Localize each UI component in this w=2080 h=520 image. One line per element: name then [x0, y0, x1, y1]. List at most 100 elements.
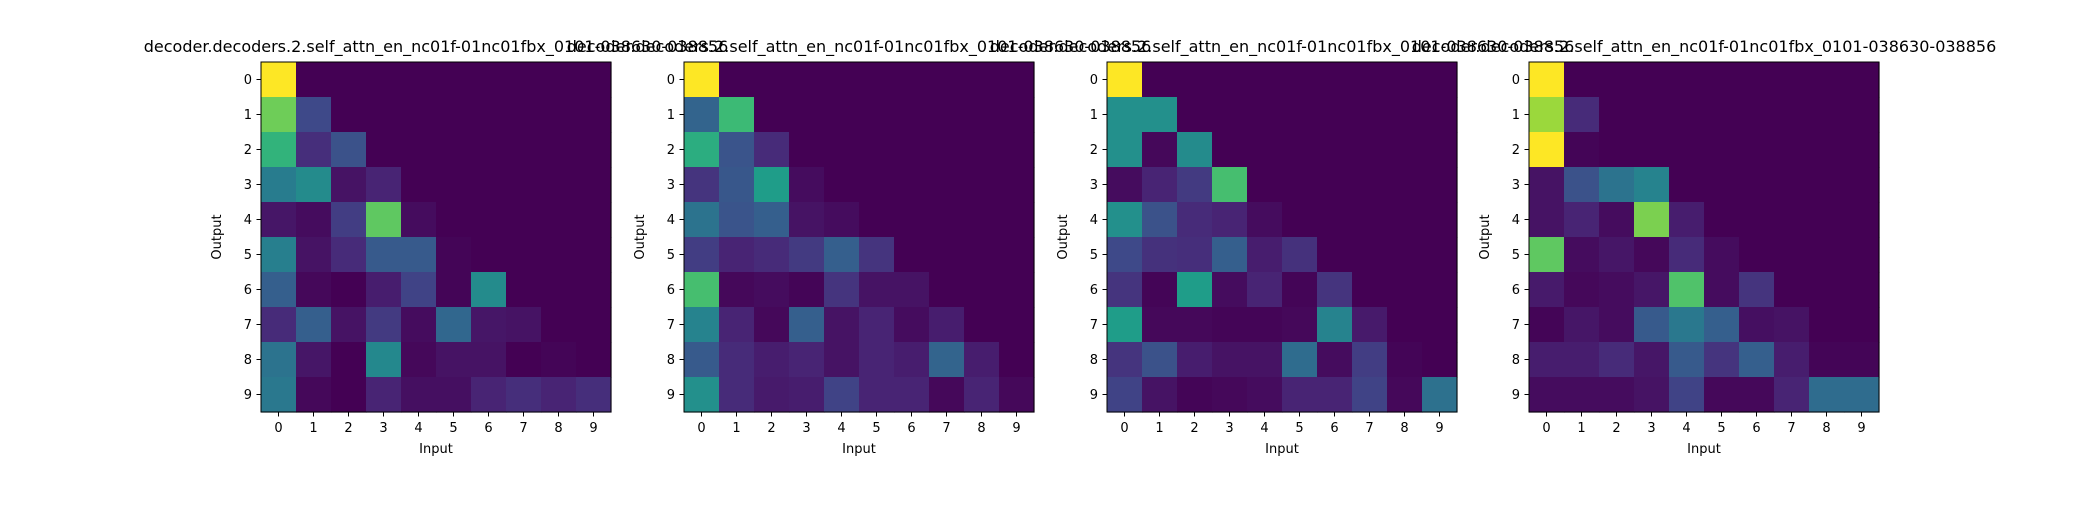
- heatmap-cell-r4-c3: [1634, 202, 1670, 238]
- heatmap-cell-r8-c2: [754, 342, 790, 378]
- heatmap-cell-r0-c1: [296, 62, 332, 98]
- heatmap-cell-r9-c4: [1669, 377, 1705, 413]
- heatmap-cell-r2-c4: [1247, 132, 1283, 168]
- heatmap-cell-r5-c9: [1422, 237, 1458, 273]
- heatmap-cell-r0-c7: [929, 62, 965, 98]
- heatmap-cell-r0-c5: [1704, 62, 1740, 98]
- heatmap-cell-r0-c4: [824, 62, 860, 98]
- heatmap-cell-r7-c9: [1844, 307, 1880, 343]
- heatmap-cell-r2-c4: [401, 132, 437, 168]
- heatmap-cell-r6-c9: [1422, 272, 1458, 308]
- heatmap-cell-r2-c0: [1529, 132, 1565, 168]
- heatmap-cell-r3-c3: [1212, 167, 1248, 203]
- heatmap-panel-4: decoder.decoders.2.self_attn_en_nc01f-01…: [1412, 37, 1997, 457]
- heatmap-cell-r8-c0: [1107, 342, 1143, 378]
- heatmap-cell-r5-c5: [1282, 237, 1318, 273]
- heatmap-cell-r5-c4: [1669, 237, 1705, 273]
- heatmap-cell-r6-c5: [436, 272, 472, 308]
- heatmap-cell-r1-c8: [1809, 97, 1845, 133]
- heatmap-cell-r5-c2: [331, 237, 367, 273]
- heatmap-cell-r9-c0: [261, 377, 297, 413]
- heatmap-cell-r4-c1: [1564, 202, 1600, 238]
- heatmap-cell-r8-c6: [471, 342, 507, 378]
- heatmap-cell-r6-c9: [999, 272, 1035, 308]
- heatmap-cell-r6-c3: [1212, 272, 1248, 308]
- heatmap-cell-r1-c8: [964, 97, 1000, 133]
- heatmap-cell-r3-c2: [1599, 167, 1635, 203]
- heatmap-cell-r8-c9: [576, 342, 612, 378]
- heatmap-cell-r6-c8: [1387, 272, 1423, 308]
- heatmap-cell-r7-c2: [1599, 307, 1635, 343]
- heatmap-cell-r3-c5: [436, 167, 472, 203]
- heatmap-cell-r1-c9: [999, 97, 1035, 133]
- x-tick-label: 6: [1752, 421, 1760, 436]
- heatmap-cell-r1-c6: [1739, 97, 1775, 133]
- y-tick-label: 9: [244, 388, 252, 403]
- heatmap-cell-r4-c7: [1774, 202, 1810, 238]
- x-axis-label: Input: [1265, 442, 1299, 457]
- heatmap-cell-r7-c5: [1704, 307, 1740, 343]
- heatmap-cell-r9-c9: [1422, 377, 1458, 413]
- heatmap-cell-r3-c7: [1774, 167, 1810, 203]
- heatmap-cell-r4-c5: [859, 202, 895, 238]
- heatmap-cell-r8-c9: [1422, 342, 1458, 378]
- heatmap-cell-r1-c3: [1212, 97, 1248, 133]
- heatmap-cell-r5-c8: [541, 237, 577, 273]
- heatmap-cell-r1-c9: [1422, 97, 1458, 133]
- x-axis-label: Input: [842, 442, 876, 457]
- axes-frame: [683, 61, 1035, 413]
- x-tick-label: 1: [309, 421, 317, 436]
- heatmap-cell-r0-c4: [401, 62, 437, 98]
- heatmap-cell-r8-c5: [859, 342, 895, 378]
- heatmap-cell-r6-c0: [1529, 272, 1565, 308]
- heatmap-cell-r7-c1: [1564, 307, 1600, 343]
- heatmap-cell-r1-c6: [894, 97, 930, 133]
- heatmap-cell-r3-c3: [366, 167, 402, 203]
- y-tick-label: 4: [667, 213, 675, 228]
- heatmap-cell-r3-c9: [576, 167, 612, 203]
- heatmap-cell-r6-c7: [1774, 272, 1810, 308]
- heatmap-cell-r2-c2: [331, 132, 367, 168]
- heatmap-cell-r3-c6: [471, 167, 507, 203]
- x-tick-label: 6: [907, 421, 915, 436]
- x-tick-label: 8: [1400, 421, 1408, 436]
- y-tick-label: 7: [1512, 318, 1520, 333]
- heatmap-cell-r4-c9: [1844, 202, 1880, 238]
- heatmap-cell-r4-c1: [1142, 202, 1178, 238]
- heatmap-cell-r4-c2: [331, 202, 367, 238]
- heatmap-cell-r9-c6: [894, 377, 930, 413]
- heatmap-cell-r9-c7: [929, 377, 965, 413]
- heatmap-cell-r2-c9: [576, 132, 612, 168]
- heatmap-cell-r7-c7: [1774, 307, 1810, 343]
- heatmap-cell-r8-c5: [436, 342, 472, 378]
- heatmap-cell-r5-c6: [1739, 237, 1775, 273]
- heatmap-cell-r5-c4: [824, 237, 860, 273]
- heatmap-cell-r5-c5: [859, 237, 895, 273]
- heatmap-cell-r4-c9: [576, 202, 612, 238]
- heatmap-cell-r6-c1: [1142, 272, 1178, 308]
- y-tick-label: 0: [244, 73, 252, 88]
- heatmap-cell-r5-c6: [894, 237, 930, 273]
- x-tick-label: 0: [1542, 421, 1550, 436]
- heatmap-cell-r7-c4: [401, 307, 437, 343]
- heatmap-cell-r9-c2: [331, 377, 367, 413]
- heatmap-cell-r7-c6: [471, 307, 507, 343]
- heatmap-cell-r0-c8: [541, 62, 577, 98]
- x-tick-label: 0: [274, 421, 282, 436]
- heatmap-cell-r8-c8: [1387, 342, 1423, 378]
- y-axis-label: Output: [210, 214, 225, 259]
- heatmap-cell-r1-c0: [684, 97, 720, 133]
- heatmap-cell-r1-c4: [824, 97, 860, 133]
- x-tick-label: 8: [1822, 421, 1830, 436]
- heatmap-cell-r0-c5: [859, 62, 895, 98]
- heatmap-cell-r2-c5: [436, 132, 472, 168]
- heatmap-cell-r5-c5: [436, 237, 472, 273]
- heatmap-cell-r6-c0: [261, 272, 297, 308]
- heatmap-cell-r9-c1: [296, 377, 332, 413]
- heatmap-cell-r2-c4: [824, 132, 860, 168]
- heatmap-cell-r5-c8: [964, 237, 1000, 273]
- heatmap-cell-r7-c8: [1387, 307, 1423, 343]
- heatmap-cell-r3-c6: [1739, 167, 1775, 203]
- panel-title: decoder.decoders.2.self_attn_en_nc01f-01…: [144, 37, 729, 57]
- heatmap-cell-r4-c4: [1247, 202, 1283, 238]
